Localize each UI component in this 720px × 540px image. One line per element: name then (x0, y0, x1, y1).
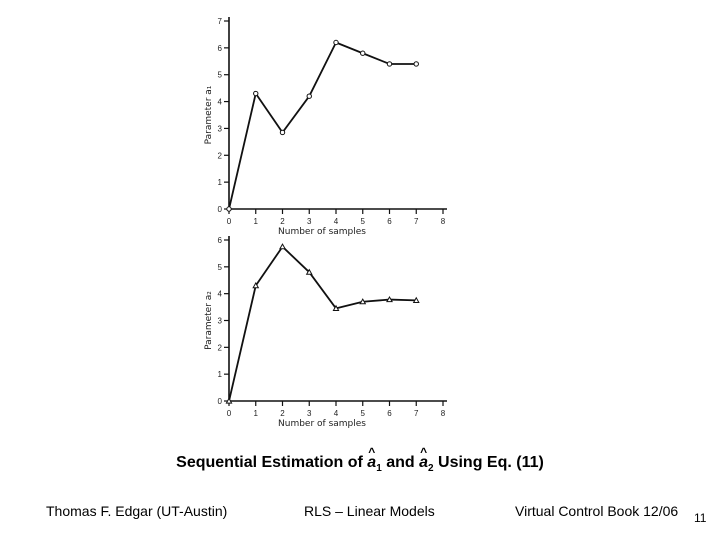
data-point (332, 304, 340, 312)
data-point (386, 295, 393, 303)
y-axis-label: Parameter a₁ (204, 85, 214, 144)
y-axis-label: Parameter a₂ (204, 291, 214, 350)
footer-author: Thomas F. Edgar (UT-Austin) (46, 503, 228, 519)
x-tick-label: 1 (254, 217, 259, 226)
y-tick-label: 0 (218, 397, 223, 406)
data-point (386, 61, 393, 67)
x-tick-label: 2 (280, 217, 285, 226)
x-tick-label: 7 (414, 409, 419, 418)
y-tick-label: 2 (218, 151, 223, 160)
caption-middle: and (381, 454, 420, 471)
data-point (225, 397, 233, 404)
footer-source: Virtual Control Book 12/06 (515, 503, 679, 519)
y-tick-label: 4 (218, 98, 223, 107)
y-tick-label: 5 (218, 71, 223, 80)
chart-parameter-a2: 0 1 2 3 4 5 6 7 8 0 1 2 3 4 5 6 Number of samples Paramet… (204, 236, 447, 429)
y-tick-label: 1 (218, 370, 223, 379)
caption-a2-sub: 2 (428, 463, 434, 475)
page-number: 11 (694, 511, 707, 525)
data-point (306, 93, 312, 99)
x-axis-label: Number of samples (278, 227, 366, 237)
y-tick-label: 6 (218, 236, 223, 245)
data-point (253, 90, 259, 97)
x-tick-label: 2 (280, 409, 285, 418)
data-point (413, 61, 419, 67)
x-tick-label: 0 (227, 409, 232, 418)
caption-a2-letter: a (419, 445, 428, 472)
series-line (228, 245, 417, 402)
data-point (279, 129, 286, 136)
x-tick-label: 1 (254, 409, 259, 418)
x-tick-label: 4 (334, 217, 339, 226)
data-point (252, 281, 260, 289)
data-point (305, 268, 313, 275)
x-tick-label: 4 (334, 409, 339, 418)
data-point (412, 296, 420, 303)
footer-topic: RLS – Linear Models (304, 503, 435, 519)
x-tick-label: 8 (441, 217, 446, 226)
x-axis-label: Number of samples (278, 419, 366, 429)
y-tick-label: 6 (218, 44, 223, 53)
y-tick-label: 4 (218, 290, 223, 299)
x-tick-label: 3 (307, 409, 312, 418)
x-tick-label: 5 (361, 409, 366, 418)
x-tick-label: 7 (414, 217, 419, 226)
y-tick-label: 1 (218, 178, 223, 187)
caption-suffix: Using Eq. (11) (433, 454, 544, 471)
figure-caption: Sequential Estimation of a1 and a2 Using… (0, 445, 720, 475)
data-point (226, 206, 232, 212)
y-tick-label: 3 (218, 124, 223, 133)
x-tick-label: 6 (387, 217, 392, 226)
data-point (333, 39, 339, 46)
data-point (359, 298, 367, 305)
caption-a1-sub: 1 (376, 463, 382, 475)
caption-a1-letter: a (367, 445, 376, 472)
x-tick-label: 6 (387, 409, 392, 418)
series-line (228, 41, 417, 210)
x-tick-label: 0 (227, 217, 232, 226)
data-point (360, 50, 366, 56)
chart-parameter-a1: 0 1 2 3 4 5 6 7 8 0 1 2 3 4 5 6 7 Number of samples Parame… (204, 17, 447, 237)
y-tick-label: 0 (218, 205, 223, 214)
caption-prefix: Sequential Estimation of (176, 454, 368, 471)
y-tick-label: 2 (218, 343, 223, 352)
y-tick-label: 5 (218, 263, 223, 272)
data-point (279, 243, 286, 250)
x-tick-label: 3 (307, 217, 312, 226)
x-tick-label: 8 (441, 409, 446, 418)
y-tick-label: 7 (218, 17, 223, 26)
y-tick-label: 3 (218, 317, 223, 326)
x-tick-label: 5 (361, 217, 366, 226)
